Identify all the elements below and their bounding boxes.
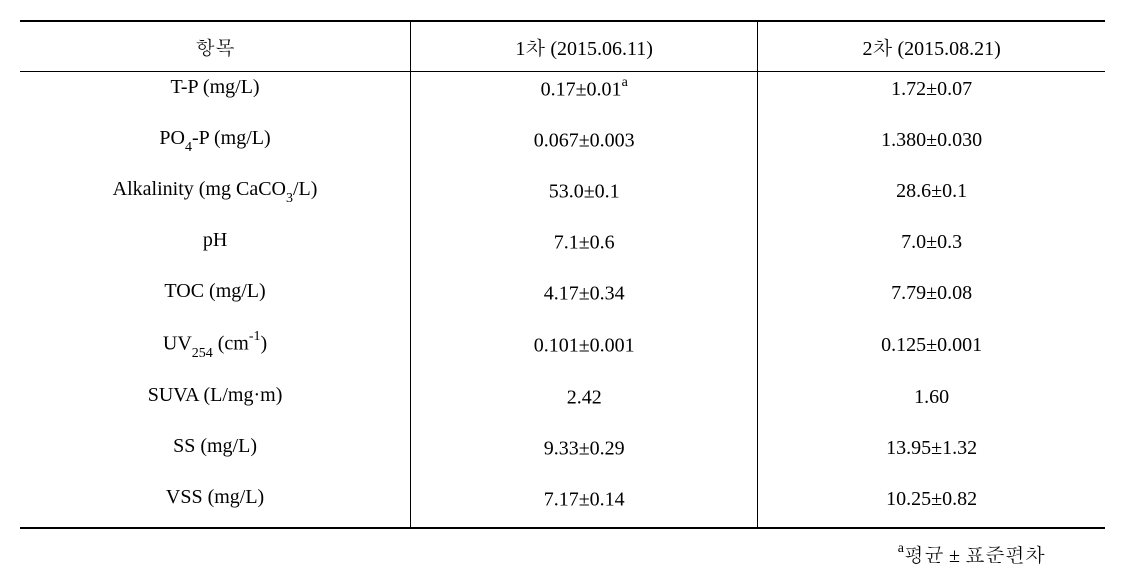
row-label: SUVA (L/mg·m) [20, 372, 411, 423]
row-value-1: 9.33±0.29 [411, 423, 758, 474]
label-text-sup: -1 [249, 329, 261, 344]
table-row: pH 7.1±0.6 7.0±0.3 [20, 217, 1105, 268]
table-footnote: a평균 ± 표준편차 [20, 529, 1105, 568]
row-value-2: 7.79±0.08 [758, 268, 1105, 319]
label-text-sub: 254 [192, 346, 213, 361]
header-col-second: 2차 (2015.08.21) [758, 21, 1105, 72]
value-text: 4.17±0.34 [544, 283, 625, 305]
label-text-post: /L) [293, 178, 317, 200]
label-text-pre: TOC (mg/L) [164, 280, 265, 302]
value-text: 7.1±0.6 [554, 232, 615, 254]
value-text: 0.17±0.01 [541, 79, 622, 101]
table-row: T-P (mg/L) 0.17±0.01a 1.72±0.07 [20, 72, 1105, 116]
row-value-2: 1.60 [758, 372, 1105, 423]
row-label: Alkalinity (mg CaCO3/L) [20, 166, 411, 217]
row-value-2: 0.125±0.001 [758, 319, 1105, 372]
value-sup: a [622, 75, 628, 90]
row-value-2: 1.72±0.07 [758, 72, 1105, 116]
table-body: T-P (mg/L) 0.17±0.01a 1.72±0.07 PO4-P (m… [20, 72, 1105, 528]
table-row: UV254 (cm-1) 0.101±0.001 0.125±0.001 [20, 319, 1105, 372]
row-value-1: 0.17±0.01a [411, 72, 758, 116]
row-value-2: 10.25±0.82 [758, 474, 1105, 528]
footnote-sup: a [898, 541, 904, 556]
table-row: PO4-P (mg/L) 0.067±0.003 1.380±0.030 [20, 115, 1105, 166]
table-row: Alkalinity (mg CaCO3/L) 53.0±0.1 28.6±0.… [20, 166, 1105, 217]
row-value-1: 4.17±0.34 [411, 268, 758, 319]
row-label: pH [20, 217, 411, 268]
table-header-row: 항목 1차 (2015.06.11) 2차 (2015.08.21) [20, 21, 1105, 72]
label-text-pre: SS (mg/L) [173, 435, 257, 457]
row-label: VSS (mg/L) [20, 474, 411, 528]
row-value-1: 7.17±0.14 [411, 474, 758, 528]
table-row: SUVA (L/mg·m) 2.42 1.60 [20, 372, 1105, 423]
value-text: 7.17±0.14 [544, 488, 625, 510]
label-text-pre: SUVA (L/mg·m) [148, 384, 283, 406]
label-text-pre: T-P (mg/L) [171, 76, 260, 98]
header-col-first: 1차 (2015.06.11) [411, 21, 758, 72]
row-label: SS (mg/L) [20, 423, 411, 474]
label-text-sub: 4 [185, 140, 192, 155]
label-text-pre: PO [159, 127, 185, 149]
row-value-1: 0.101±0.001 [411, 319, 758, 372]
header-col-item: 항목 [20, 21, 411, 72]
data-table: 항목 1차 (2015.06.11) 2차 (2015.08.21) T-P (… [20, 20, 1105, 529]
row-value-2: 7.0±0.3 [758, 217, 1105, 268]
table-row: VSS (mg/L) 7.17±0.14 10.25±0.82 [20, 474, 1105, 528]
value-text: 9.33±0.29 [544, 437, 625, 459]
row-value-1: 53.0±0.1 [411, 166, 758, 217]
data-table-container: 항목 1차 (2015.06.11) 2차 (2015.08.21) T-P (… [20, 20, 1105, 568]
value-text: 0.101±0.001 [534, 335, 635, 357]
label-text-pre: pH [203, 229, 227, 251]
table-row: SS (mg/L) 9.33±0.29 13.95±1.32 [20, 423, 1105, 474]
value-text: 2.42 [567, 386, 602, 408]
label-text-sub: 3 [286, 191, 293, 206]
row-label: PO4-P (mg/L) [20, 115, 411, 166]
row-value-1: 7.1±0.6 [411, 217, 758, 268]
row-value-2: 1.380±0.030 [758, 115, 1105, 166]
label-text-end: ) [261, 333, 268, 355]
footnote-text: 평균 ± 표준편차 [904, 545, 1045, 567]
row-value-1: 0.067±0.003 [411, 115, 758, 166]
label-text-post: -P (mg/L) [192, 127, 271, 149]
label-text-pre: Alkalinity (mg CaCO [113, 178, 286, 200]
label-text-pre: VSS (mg/L) [166, 486, 264, 508]
row-value-2: 13.95±1.32 [758, 423, 1105, 474]
table-row: TOC (mg/L) 4.17±0.34 7.79±0.08 [20, 268, 1105, 319]
row-value-2: 28.6±0.1 [758, 166, 1105, 217]
row-label: TOC (mg/L) [20, 268, 411, 319]
label-text-post: (cm [213, 333, 249, 355]
label-text-pre: UV [163, 333, 192, 355]
value-text: 0.067±0.003 [534, 130, 635, 152]
row-value-1: 2.42 [411, 372, 758, 423]
row-label: UV254 (cm-1) [20, 319, 411, 372]
row-label: T-P (mg/L) [20, 72, 411, 116]
value-text: 53.0±0.1 [549, 181, 620, 203]
